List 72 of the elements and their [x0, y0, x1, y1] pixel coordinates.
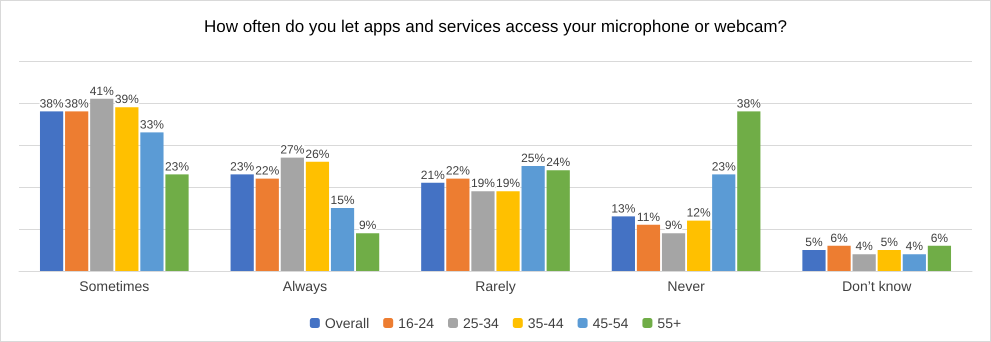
data-label: 38%: [64, 96, 89, 110]
bar: [115, 107, 138, 271]
data-label: 33%: [140, 117, 164, 132]
bar: [256, 178, 279, 271]
bar: [852, 254, 876, 271]
bar: [306, 162, 330, 271]
data-label: 9%: [358, 218, 377, 232]
x-tick-label: Always: [282, 278, 328, 294]
data-label: 6%: [930, 230, 948, 245]
data-label: 23%: [712, 159, 736, 174]
data-label: 5%: [805, 235, 823, 249]
bar: [878, 250, 901, 271]
bar: [712, 174, 736, 271]
bar: [65, 111, 88, 271]
data-label: 23%: [165, 159, 190, 174]
legend-label: 16-24: [398, 315, 434, 331]
data-label: 38%: [40, 96, 64, 110]
data-label: 22%: [255, 164, 280, 178]
data-label: 19%: [470, 176, 496, 190]
data-label: 13%: [611, 201, 636, 216]
legend-label: 55+: [657, 315, 682, 331]
bar: [902, 254, 926, 271]
bar: [446, 178, 470, 271]
data-label: 26%: [305, 146, 330, 161]
data-label: 11%: [636, 210, 660, 224]
data-label: 38%: [736, 96, 762, 110]
data-label: 27%: [280, 142, 305, 157]
bar: [737, 111, 760, 271]
bar: [827, 246, 851, 271]
bar: [230, 174, 254, 271]
data-label: 24%: [546, 155, 571, 170]
bar: [802, 250, 826, 271]
bar: [928, 246, 952, 271]
data-label: 19%: [496, 176, 520, 190]
data-label: 12%: [686, 206, 711, 220]
bar: [662, 233, 686, 271]
x-tick-label: Never: [667, 278, 706, 294]
bar: [330, 208, 354, 271]
bar: [140, 132, 164, 271]
bar: [687, 220, 710, 271]
bar: [90, 98, 114, 271]
bar: [471, 191, 495, 271]
bar: [546, 170, 570, 271]
legend-label: 35-44: [528, 315, 564, 331]
data-label: 5%: [880, 235, 898, 249]
data-label: 4%: [906, 239, 924, 254]
chart-title: How often do you let apps and services access your microphone or webcam?: [204, 17, 788, 36]
x-tick-label: Rarely: [475, 278, 516, 294]
bar: [496, 191, 520, 271]
data-label: 23%: [230, 159, 255, 174]
data-label: 4%: [855, 239, 874, 254]
data-label: 22%: [446, 164, 470, 178]
data-label: 39%: [114, 92, 140, 106]
data-label: 9%: [664, 218, 683, 232]
x-tick-label: Don’t know: [842, 278, 912, 294]
data-label: 25%: [521, 151, 546, 165]
bar: [40, 111, 64, 271]
data-label: 6%: [830, 230, 848, 245]
bar: [356, 233, 380, 271]
data-label: 41%: [90, 84, 114, 98]
bar: [165, 174, 189, 271]
legend-label: 45-54: [592, 315, 629, 331]
data-label: 15%: [330, 193, 355, 207]
data-label: 21%: [420, 168, 446, 182]
bar: [280, 158, 304, 271]
bar: [522, 166, 545, 271]
legend-label: 25-34: [462, 315, 500, 331]
legend-label: Overall: [324, 315, 370, 331]
x-tick-label: Sometimes: [79, 278, 150, 294]
bar: [636, 224, 660, 271]
bar: [612, 216, 635, 271]
bar: [421, 182, 444, 271]
